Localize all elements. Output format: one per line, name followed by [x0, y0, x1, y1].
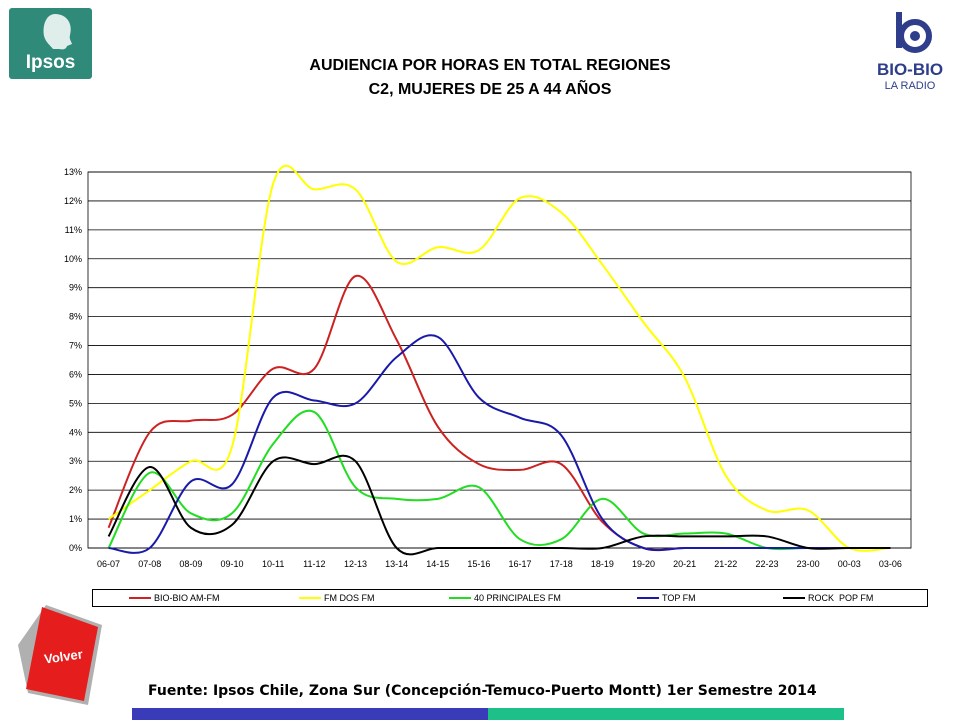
- legend-item: 40 PRINCIPALES FM: [449, 590, 561, 606]
- x-tick-label: 10-11: [262, 559, 284, 569]
- legend-item: BIO-BIO AM-FM: [129, 590, 220, 606]
- y-tick-label: 7%: [69, 341, 82, 351]
- x-tick-label: 19-20: [632, 559, 655, 569]
- x-tick-label: 18-19: [591, 559, 614, 569]
- y-tick-label: 8%: [69, 312, 82, 322]
- y-tick-label: 4%: [69, 427, 82, 437]
- x-tick-label: 17-18: [550, 559, 573, 569]
- y-tick-label: 12%: [64, 196, 82, 206]
- x-tick-label: 23-00: [797, 559, 820, 569]
- y-tick-label: 1%: [69, 514, 82, 524]
- x-tick-label: 00-03: [838, 559, 861, 569]
- legend-swatch: [299, 597, 321, 599]
- chart-title-line2: C2, MUJERES DE 25 A 44 AÑOS: [368, 81, 612, 98]
- legend-item: FM DOS FM: [299, 590, 375, 606]
- legend-label: ROCK POP FM: [808, 593, 874, 603]
- x-tick-label: 21-22: [714, 559, 737, 569]
- x-tick-label: 08-09: [179, 559, 202, 569]
- series-line: [108, 334, 891, 554]
- y-tick-label: 6%: [69, 369, 82, 379]
- plot-area: [87, 171, 912, 549]
- y-tick-label: 2%: [69, 485, 82, 495]
- x-tick-label: 09-10: [221, 559, 244, 569]
- biobio-logo: BIO-BIO LA RADIO: [870, 8, 950, 103]
- legend-item: TOP FM: [637, 590, 696, 606]
- x-tick-label: 15-16: [467, 559, 490, 569]
- footer-bar-teal: [488, 708, 844, 720]
- footer-bar-blue: [132, 708, 488, 720]
- y-tick-label: 10%: [64, 254, 82, 264]
- biobio-b-icon: [896, 12, 932, 53]
- series-line: [107, 164, 891, 552]
- y-tick-label: 5%: [69, 398, 82, 408]
- ipsos-logo: Ipsos: [9, 8, 92, 79]
- legend-label: TOP FM: [662, 593, 696, 603]
- y-tick-label: 9%: [69, 283, 82, 293]
- ipsos-head-icon: [43, 14, 72, 50]
- y-tick-label: 0%: [69, 543, 82, 553]
- legend-swatch: [129, 597, 151, 599]
- chart-title-line1: AUDIENCIA POR HORAS EN TOTAL REGIONES: [309, 57, 671, 74]
- x-tick-label: 20-21: [673, 559, 696, 569]
- legend-label: BIO-BIO AM-FM: [154, 593, 220, 603]
- legend-label: FM DOS FM: [324, 593, 375, 603]
- biobio-logo-subtitle: LA RADIO: [884, 80, 936, 92]
- biobio-logo-name: BIO-BIO: [876, 60, 944, 79]
- legend-swatch: [449, 597, 471, 599]
- volver-shape-icon: [18, 605, 102, 705]
- ipsos-logo-text: Ipsos: [25, 52, 76, 73]
- x-tick-label: 13-14: [385, 559, 408, 569]
- x-tick-label: 06-07: [97, 559, 120, 569]
- y-tick-label: 3%: [69, 456, 82, 466]
- legend-label: 40 PRINCIPALES FM: [474, 593, 561, 603]
- x-tick-label: 12-13: [344, 559, 367, 569]
- x-tick-label: 03-06: [879, 559, 902, 569]
- volver-button[interactable]: Volver: [18, 605, 110, 705]
- series-line: [107, 454, 891, 556]
- y-tick-label: 11%: [65, 225, 82, 235]
- line-chart: 0% 1% 2% 3% 4% 5% 6% 7% 8% 9% 10% 11% 12% 13% 06-07 07-…: [64, 164, 912, 569]
- legend-swatch: [637, 597, 659, 599]
- source-note: Fuente: Ipsos Chile, Zona Sur (Concepció…: [148, 683, 817, 699]
- chart-legend: BIO-BIO AM-FM FM DOS FM 40 PRINCIPALES FM T…: [92, 589, 928, 607]
- series-line: [107, 409, 891, 551]
- y-tick-label: 13%: [64, 167, 82, 177]
- x-tick-label: 11-12: [303, 559, 325, 569]
- legend-swatch: [783, 597, 805, 599]
- x-tick-label: 22-23: [755, 559, 778, 569]
- x-tick-label: 14-15: [426, 559, 449, 569]
- legend-item: ROCK POP FM: [783, 590, 873, 606]
- x-tick-label: 16-17: [509, 559, 532, 569]
- x-tick-label: 07-08: [138, 559, 161, 569]
